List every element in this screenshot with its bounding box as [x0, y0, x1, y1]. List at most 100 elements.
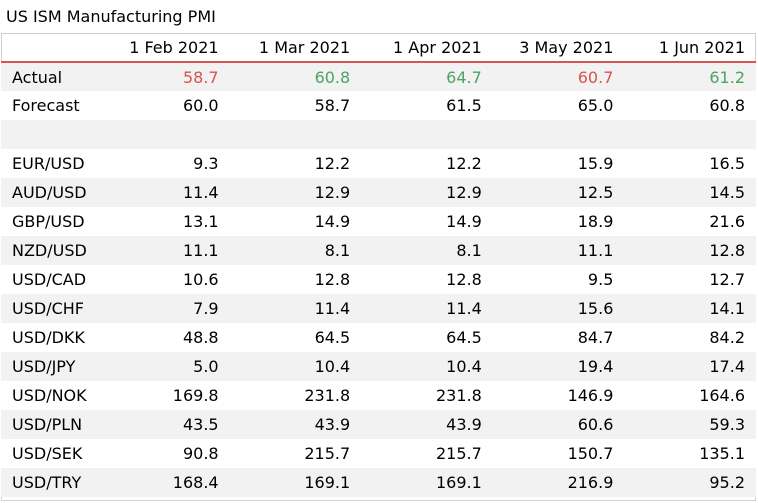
pair-value: 14.1 [624, 294, 756, 323]
pair-value: 43.9 [361, 410, 493, 439]
pair-value: 216.9 [492, 468, 625, 497]
pair-value: 215.7 [229, 439, 362, 468]
spacer-cell [361, 120, 493, 149]
pair-row: USD/JPY 5.0 10.4 10.4 19.4 17.4 [1, 352, 756, 381]
pair-value: 11.4 [229, 294, 362, 323]
pair-value: 18.9 [492, 207, 625, 236]
pair-value: 231.8 [361, 381, 493, 410]
column-header: 1 Feb 2021 [98, 33, 230, 63]
pair-value: 169.1 [229, 468, 362, 497]
pair-value: 17.4 [624, 352, 756, 381]
spacer-cell [229, 120, 362, 149]
pair-value: 5.0 [98, 352, 230, 381]
forecast-row: Forecast 60.0 58.7 61.5 65.0 60.8 [1, 91, 756, 120]
pair-value: 11.1 [98, 236, 230, 265]
column-header: 1 Apr 2021 [361, 33, 493, 63]
pair-value: 12.9 [361, 178, 493, 207]
pair-value: 8.1 [229, 236, 362, 265]
pair-row: USD/CHF 7.9 11.4 11.4 15.6 14.1 [1, 294, 756, 323]
pair-row: USD/DKK 48.8 64.5 64.5 84.7 84.2 [1, 323, 756, 352]
pair-value: 12.2 [361, 149, 493, 178]
actual-value: 61.2 [624, 62, 756, 91]
spacer-cell [98, 120, 230, 149]
pair-label: USD/TRY [1, 468, 98, 497]
actual-value: 64.7 [361, 62, 493, 91]
pair-value: 12.8 [624, 236, 756, 265]
column-header: 1 Mar 2021 [229, 33, 362, 63]
pair-row: NZD/USD 11.1 8.1 8.1 11.1 12.8 [1, 236, 756, 265]
pair-label: USD/SEK [1, 439, 98, 468]
pair-value: 64.5 [361, 323, 493, 352]
actual-row: Actual 58.7 60.8 64.7 60.7 61.2 [1, 62, 756, 91]
pair-row: GBP/USD 13.1 14.9 14.9 18.9 21.6 [1, 207, 756, 236]
pair-value: 146.9 [492, 381, 625, 410]
pair-value: 9.3 [98, 149, 230, 178]
pair-value: 168.4 [98, 468, 230, 497]
pair-value: 95.2 [624, 468, 756, 497]
pair-value: 135.1 [624, 439, 756, 468]
pair-value: 84.2 [624, 323, 756, 352]
pair-value: 12.9 [229, 178, 362, 207]
pair-value: 15.9 [492, 149, 625, 178]
forecast-value: 65.0 [492, 91, 625, 120]
actual-value: 58.7 [98, 62, 230, 91]
pair-value: 14.9 [229, 207, 362, 236]
forecast-value: 58.7 [229, 91, 362, 120]
pair-value: 21.6 [624, 207, 756, 236]
pair-label: GBP/USD [1, 207, 98, 236]
pair-label: USD/PLN [1, 410, 98, 439]
forecast-value: 61.5 [361, 91, 493, 120]
pair-value: 215.7 [361, 439, 493, 468]
pair-value: 16.5 [624, 149, 756, 178]
pair-value: 150.7 [492, 439, 625, 468]
pair-value: 164.6 [624, 381, 756, 410]
pair-value: 169.8 [98, 381, 230, 410]
pair-value: 43.5 [98, 410, 230, 439]
pair-label: USD/DKK [1, 323, 98, 352]
spacer-cell [624, 120, 756, 149]
pair-row: USD/TRY 168.4 169.1 169.1 216.9 95.2 [1, 468, 756, 497]
pair-row: AUD/USD 11.4 12.9 12.9 12.5 14.5 [1, 178, 756, 207]
row-label: Forecast [1, 91, 98, 120]
table-title: US ISM Manufacturing PMI [6, 7, 216, 26]
pair-value: 10.6 [98, 265, 230, 294]
forecast-value: 60.8 [624, 91, 756, 120]
pair-value: 84.7 [492, 323, 625, 352]
pair-value: 10.4 [229, 352, 362, 381]
pair-value: 43.9 [229, 410, 362, 439]
pair-value: 8.1 [361, 236, 493, 265]
pair-label: USD/CAD [1, 265, 98, 294]
pair-value: 12.8 [229, 265, 362, 294]
pair-value: 12.5 [492, 178, 625, 207]
spacer-row [1, 120, 756, 149]
pair-label: EUR/USD [1, 149, 98, 178]
pair-label: NZD/USD [1, 236, 98, 265]
pair-row: EUR/USD 9.3 12.2 12.2 15.9 16.5 [1, 149, 756, 178]
spacer-cell [492, 120, 625, 149]
pair-label: AUD/USD [1, 178, 98, 207]
pair-value: 11.1 [492, 236, 625, 265]
pair-value: 48.8 [98, 323, 230, 352]
pair-value: 14.5 [624, 178, 756, 207]
header-row: 1 Feb 2021 1 Mar 2021 1 Apr 2021 3 May 2… [1, 33, 756, 63]
pair-label: USD/CHF [1, 294, 98, 323]
pair-value: 15.6 [492, 294, 625, 323]
pair-value: 231.8 [229, 381, 362, 410]
pair-value: 7.9 [98, 294, 230, 323]
pair-row: USD/PLN 43.5 43.9 43.9 60.6 59.3 [1, 410, 756, 439]
pair-value: 59.3 [624, 410, 756, 439]
column-header: 1 Jun 2021 [624, 33, 756, 63]
pair-row: USD/CAD 10.6 12.8 12.8 9.5 12.7 [1, 265, 756, 294]
pair-value: 11.4 [98, 178, 230, 207]
pair-value: 12.8 [361, 265, 493, 294]
pair-value: 169.1 [361, 468, 493, 497]
pair-label: USD/NOK [1, 381, 98, 410]
row-label: Actual [1, 62, 98, 91]
pair-value: 19.4 [492, 352, 625, 381]
spacer-cell [1, 120, 98, 149]
pair-value: 13.1 [98, 207, 230, 236]
forecast-value: 60.0 [98, 91, 230, 120]
pair-value: 60.6 [492, 410, 625, 439]
pmi-table: 1 Feb 2021 1 Mar 2021 1 Apr 2021 3 May 2… [1, 33, 756, 497]
pair-label: USD/JPY [1, 352, 98, 381]
